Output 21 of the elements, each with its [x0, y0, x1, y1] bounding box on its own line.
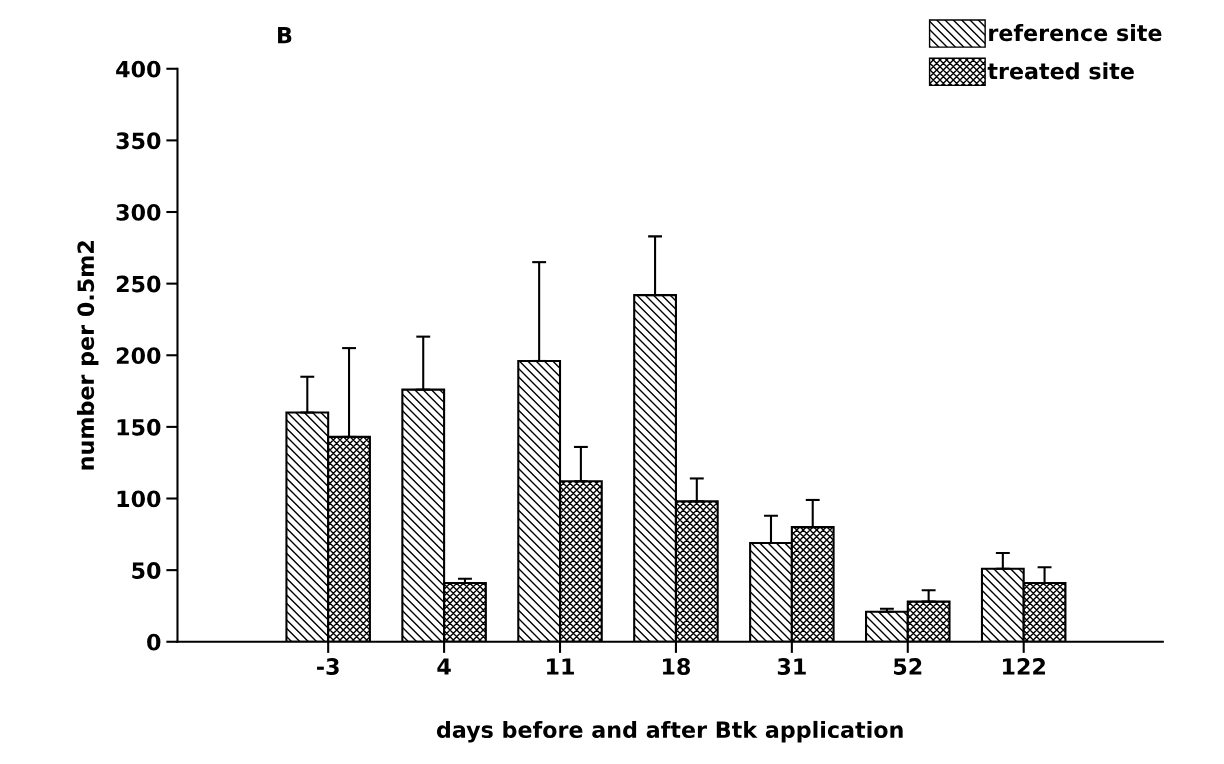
- legend-label: treated site: [987, 62, 1134, 80]
- y-tick-label: 0: [147, 633, 161, 651]
- y-tick-label: 50: [132, 562, 161, 579]
- x-tick-label: 18: [662, 658, 691, 675]
- y-tick-label: 250: [116, 275, 161, 293]
- y-tick-label: 300: [116, 203, 161, 221]
- x-tick-label: -3: [317, 658, 339, 675]
- y-tick-label: 400: [116, 60, 161, 78]
- y-tick-label: 350: [116, 132, 161, 150]
- x-tick-label: 11: [547, 658, 574, 675]
- x-tick-label: 31: [777, 658, 806, 675]
- x-tick-label: 122: [1003, 658, 1045, 675]
- y-axis-title: number per 0.5m2: [76, 241, 99, 470]
- x-axis-title: days before and after Btk application: [436, 720, 903, 743]
- y-tick-label: 100: [117, 490, 161, 508]
- legend-label: reference site: [989, 24, 1162, 42]
- y-tick-label: 150: [117, 418, 161, 436]
- y-tick-label: 200: [116, 347, 161, 365]
- chart-title: B: [278, 27, 292, 44]
- x-tick-label: 4: [437, 658, 451, 675]
- x-tick-label: 52: [894, 658, 922, 675]
